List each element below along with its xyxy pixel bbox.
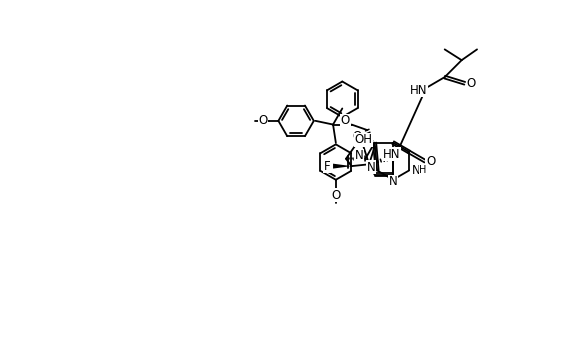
Text: O: O [426, 155, 435, 168]
Text: O: O [258, 114, 268, 127]
Text: HN: HN [410, 84, 427, 97]
Text: OH: OH [354, 133, 373, 146]
Text: O: O [331, 189, 340, 202]
Text: N: N [355, 149, 364, 162]
Text: HN: HN [383, 148, 401, 161]
Text: O: O [466, 77, 476, 90]
Text: F: F [324, 160, 330, 173]
Text: N: N [412, 164, 420, 177]
Text: N: N [367, 161, 375, 174]
Text: N: N [389, 175, 398, 188]
Text: O: O [353, 130, 361, 143]
Polygon shape [333, 164, 352, 168]
Text: O: O [340, 114, 350, 127]
Text: H: H [419, 165, 427, 175]
